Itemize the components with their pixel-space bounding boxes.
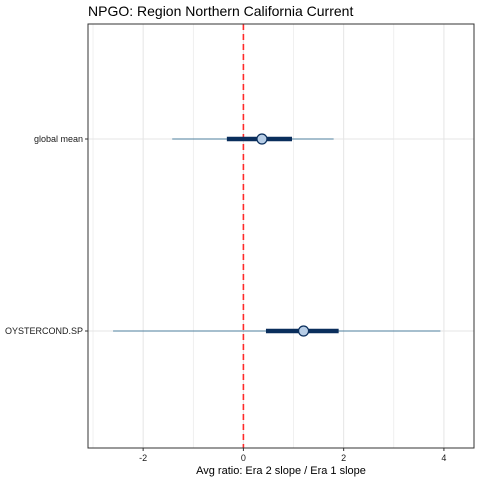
point-estimate — [257, 134, 267, 144]
point-estimate — [299, 326, 309, 336]
gridlines — [88, 24, 474, 448]
x-tick-label: 2 — [341, 453, 346, 463]
x-tick-label: 0 — [241, 453, 246, 463]
x-tick-label: -2 — [139, 453, 147, 463]
axes-group: global mean OYSTERCOND.SP -2 0 2 4 Avg ratio: … — [5, 134, 446, 477]
y-tick-label: global mean — [34, 134, 83, 144]
panel-border — [88, 24, 474, 448]
intervals-group — [113, 134, 440, 336]
x-axis-title: Avg ratio: Era 2 slope / Era 1 slope — [196, 465, 366, 477]
y-tick-label: OYSTERCOND.SP — [5, 326, 83, 336]
x-tick-label: 4 — [441, 453, 446, 463]
